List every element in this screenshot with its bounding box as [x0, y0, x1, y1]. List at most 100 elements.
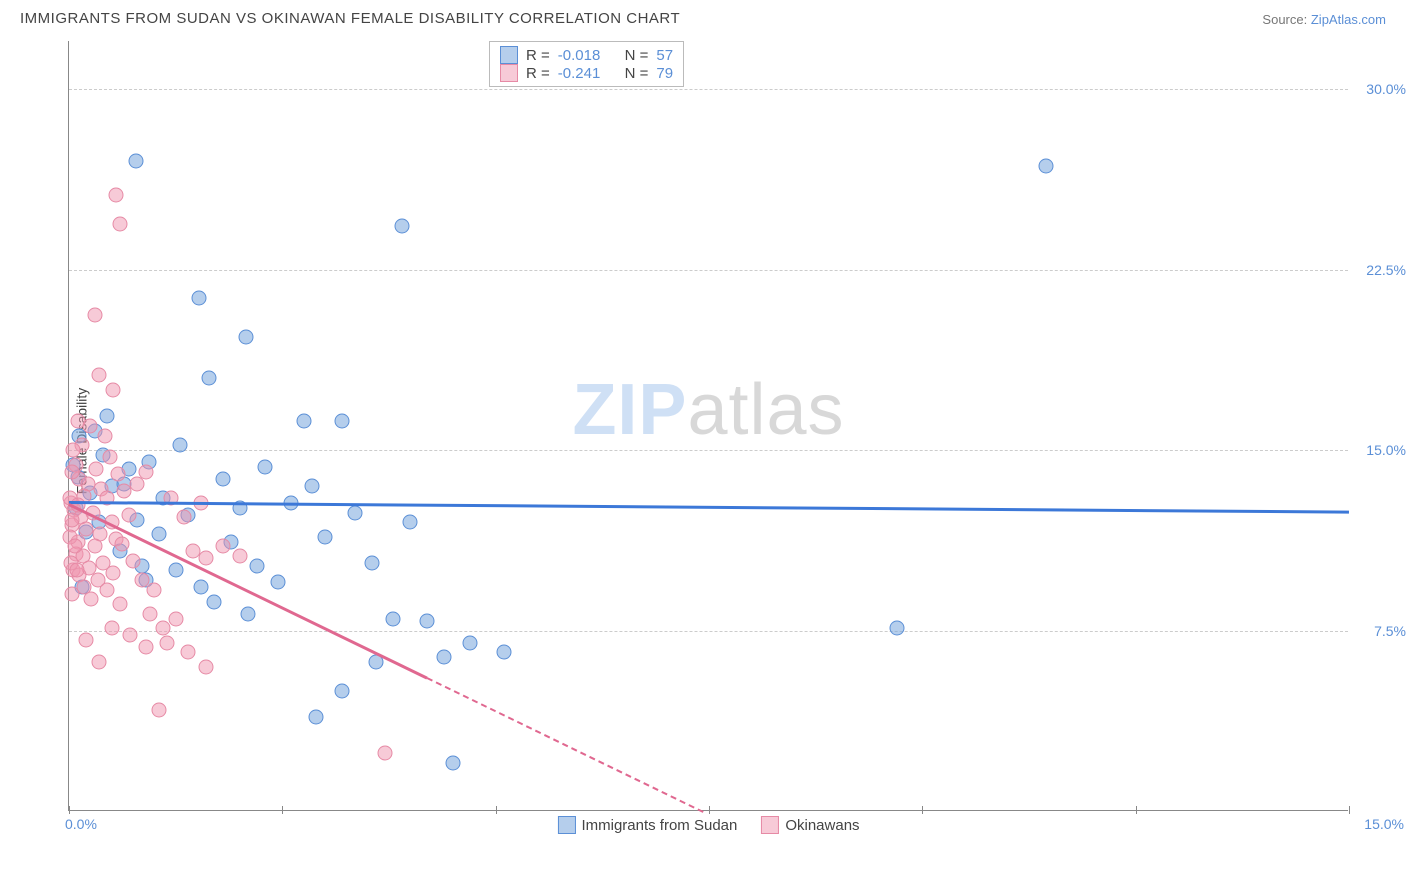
- grid-line: [69, 89, 1348, 90]
- scatter-point: [79, 633, 94, 648]
- x-axis-min-label: 0.0%: [65, 816, 97, 832]
- scatter-point: [198, 551, 213, 566]
- scatter-point: [201, 370, 216, 385]
- legend-item-pink: Okinawans: [761, 816, 859, 834]
- scatter-point: [394, 219, 409, 234]
- swatch-pink: [761, 816, 779, 834]
- y-tick-label: 30.0%: [1366, 81, 1406, 97]
- y-tick-label: 7.5%: [1374, 623, 1406, 639]
- scatter-point: [249, 558, 264, 573]
- y-tick-label: 22.5%: [1366, 262, 1406, 278]
- regression-line: [69, 501, 1349, 513]
- scatter-point: [168, 611, 183, 626]
- series-legend: Immigrants from Sudan Okinawans: [557, 816, 859, 834]
- chart-header: IMMIGRANTS FROM SUDAN VS OKINAWAN FEMALE…: [20, 10, 1386, 27]
- scatter-point: [155, 621, 170, 636]
- scatter-point: [239, 329, 254, 344]
- grid-line: [69, 270, 1348, 271]
- scatter-point: [91, 654, 106, 669]
- legend-row-pink: R = -0.241 N = 79: [500, 64, 673, 82]
- scatter-point: [84, 592, 99, 607]
- scatter-point: [215, 539, 230, 554]
- x-axis-max-label: 15.0%: [1364, 816, 1404, 832]
- scatter-point: [87, 308, 102, 323]
- scatter-point: [1039, 159, 1054, 174]
- correlation-legend: R = -0.018 N = 57 R = -0.241 N = 79: [489, 41, 684, 87]
- scatter-point: [305, 479, 320, 494]
- scatter-point: [386, 611, 401, 626]
- x-tick: [1136, 806, 1137, 814]
- y-tick-label: 15.0%: [1366, 442, 1406, 458]
- scatter-point: [91, 368, 106, 383]
- x-tick: [709, 806, 710, 814]
- scatter-point: [181, 645, 196, 660]
- plot-area: ZIPatlas R = -0.018 N = 57 R = -0.241 N …: [68, 41, 1348, 811]
- grid-line: [69, 450, 1348, 451]
- scatter-point: [113, 216, 128, 231]
- chart-title: IMMIGRANTS FROM SUDAN VS OKINAWAN FEMALE…: [20, 10, 680, 27]
- scatter-point: [64, 587, 79, 602]
- legend-item-blue: Immigrants from Sudan: [557, 816, 737, 834]
- scatter-point: [121, 508, 136, 523]
- scatter-point: [87, 539, 102, 554]
- scatter-point: [108, 188, 123, 203]
- regression-line: [427, 677, 705, 813]
- regression-line: [68, 503, 427, 679]
- scatter-point: [309, 710, 324, 725]
- scatter-point: [463, 635, 478, 650]
- scatter-point: [138, 464, 153, 479]
- scatter-point: [347, 505, 362, 520]
- scatter-point: [177, 510, 192, 525]
- scatter-point: [151, 527, 166, 542]
- scatter-point: [113, 597, 128, 612]
- scatter-point: [99, 582, 114, 597]
- scatter-point: [102, 450, 117, 465]
- scatter-point: [151, 702, 166, 717]
- x-tick: [69, 806, 70, 814]
- scatter-point: [497, 645, 512, 660]
- scatter-point: [160, 635, 175, 650]
- scatter-point: [100, 409, 115, 424]
- x-tick: [496, 806, 497, 814]
- watermark-zip: ZIP: [572, 370, 687, 450]
- scatter-point: [138, 640, 153, 655]
- n-label: N =: [625, 65, 649, 82]
- scatter-point: [889, 621, 904, 636]
- scatter-point: [147, 582, 162, 597]
- r-label: R =: [526, 65, 550, 82]
- chart-container: Female Disability ZIPatlas R = -0.018 N …: [20, 31, 1386, 851]
- scatter-point: [446, 755, 461, 770]
- scatter-point: [198, 659, 213, 674]
- watermark: ZIPatlas: [572, 369, 844, 451]
- legend-row-blue: R = -0.018 N = 57: [500, 46, 673, 64]
- scatter-point: [114, 536, 129, 551]
- scatter-point: [106, 382, 121, 397]
- scatter-point: [126, 553, 141, 568]
- scatter-point: [377, 746, 392, 761]
- scatter-point: [364, 556, 379, 571]
- scatter-point: [143, 606, 158, 621]
- source-link[interactable]: ZipAtlas.com: [1311, 12, 1386, 27]
- watermark-rest: atlas: [687, 370, 844, 450]
- legend-label-pink: Okinawans: [785, 817, 859, 834]
- scatter-point: [69, 563, 84, 578]
- scatter-point: [89, 462, 104, 477]
- scatter-point: [403, 515, 418, 530]
- n-label: N =: [625, 47, 649, 64]
- scatter-point: [106, 565, 121, 580]
- scatter-point: [194, 580, 209, 595]
- swatch-blue: [500, 46, 518, 64]
- r-value-blue: -0.018: [558, 47, 601, 64]
- scatter-point: [437, 650, 452, 665]
- scatter-point: [83, 419, 98, 434]
- scatter-point: [207, 594, 222, 609]
- source-label: Source:: [1262, 12, 1307, 27]
- x-tick: [922, 806, 923, 814]
- scatter-point: [420, 613, 435, 628]
- scatter-point: [172, 438, 187, 453]
- scatter-point: [168, 563, 183, 578]
- scatter-point: [232, 548, 247, 563]
- n-value-blue: 57: [656, 47, 673, 64]
- legend-label-blue: Immigrants from Sudan: [581, 817, 737, 834]
- scatter-point: [111, 467, 126, 482]
